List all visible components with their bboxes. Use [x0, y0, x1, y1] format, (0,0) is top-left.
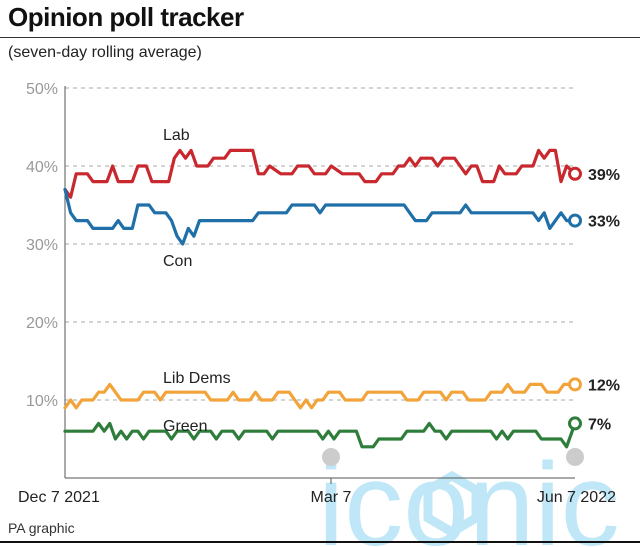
y-tick-label: 40% — [26, 159, 58, 176]
series-line-green — [63, 421, 577, 449]
watermark-hexagon — [423, 470, 481, 538]
title-divider — [0, 37, 640, 38]
series-name-label: Green — [163, 418, 207, 435]
x-tick-label: Dec 7 2021 — [18, 489, 100, 506]
grid-lines — [65, 87, 575, 401]
series-name-label: Lab — [163, 127, 190, 144]
y-tick-label: 50% — [26, 81, 58, 98]
series-name-label: Con — [163, 253, 192, 270]
x-tick-label: Mar 7 — [311, 489, 352, 506]
series-line-lib-dems — [63, 382, 577, 410]
chart-title: Opinion poll tracker — [8, 2, 244, 32]
x-tick-label: Jun 7 2022 — [537, 489, 616, 506]
y-tick-label: 20% — [26, 315, 58, 332]
watermark: iconic — [318, 439, 620, 547]
axes — [64, 86, 575, 484]
watermark-dot — [566, 448, 584, 466]
footer-divider — [0, 541, 640, 543]
end-value-label: 7% — [588, 416, 611, 433]
watermark-dot — [322, 448, 340, 466]
x-tick-labels: Dec 7 2021 Mar 7 Jun 7 2022 — [18, 489, 616, 506]
y-tick-labels: 10% 20% 30% 40% 50% — [26, 81, 58, 410]
series-lines — [63, 148, 582, 449]
series-labels: Lab 39% Con 33% Lib Dems 12% Green 7% — [163, 127, 620, 435]
y-tick-label: 30% — [26, 237, 58, 254]
chart-subtitle: (seven-day rolling average) — [8, 44, 202, 61]
end-marker — [568, 213, 582, 228]
end-value-label: 33% — [588, 214, 620, 231]
end-value-label: 39% — [588, 167, 620, 184]
y-tick-label: 10% — [26, 393, 58, 410]
end-value-label: 12% — [588, 377, 620, 394]
end-marker — [568, 166, 582, 181]
end-marker — [568, 377, 582, 392]
series-name-label: Lib Dems — [163, 370, 231, 387]
source-credit: PA graphic — [8, 520, 75, 536]
series-line-con — [63, 187, 577, 246]
series-line-lab — [63, 148, 577, 199]
end-marker — [568, 416, 582, 431]
